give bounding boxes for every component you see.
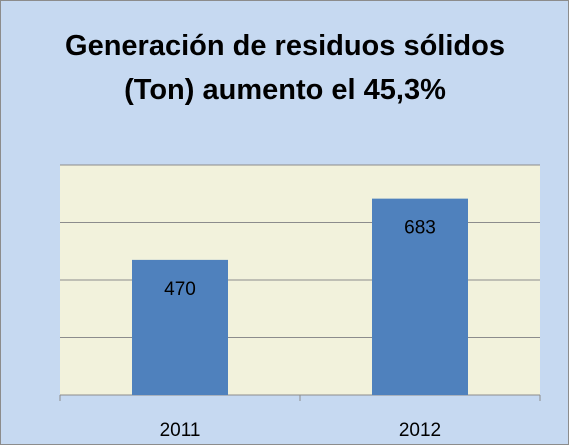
x-tick-label: 2011 — [160, 420, 201, 441]
chart-title: Generación de residuos sólidos (Ton) aum… — [65, 30, 505, 106]
data-label: 683 — [404, 218, 436, 239]
x-tick-label: 2012 — [399, 420, 441, 441]
bar — [132, 259, 228, 395]
data-label: 470 — [164, 279, 196, 300]
bar — [372, 198, 468, 395]
